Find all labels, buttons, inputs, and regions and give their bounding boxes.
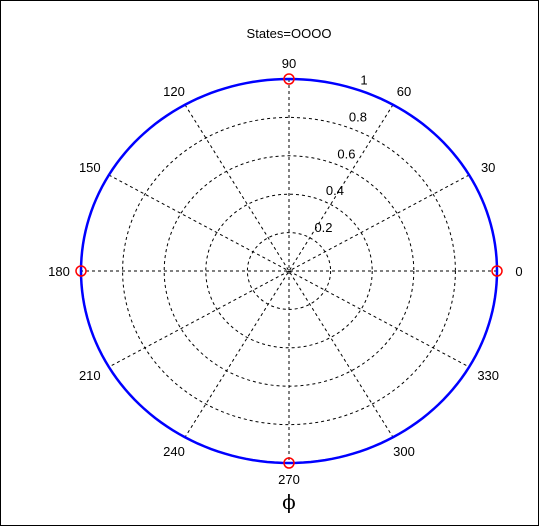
angle-tick-label: 240 (163, 444, 185, 459)
angle-tick-label: 0 (515, 264, 522, 279)
series-line-0 (79, 77, 499, 465)
grid-spoke-60 (184, 104, 394, 438)
radial-tick-label: 1 (360, 72, 367, 87)
angle-tick-label: 150 (79, 160, 101, 175)
angle-tick-label: 270 (278, 472, 300, 487)
angle-tick-label: 180 (48, 264, 70, 279)
radial-tick-label: 0.2 (314, 220, 332, 235)
angle-tick-label: 60 (397, 84, 411, 99)
grid-spoke-150 (108, 174, 470, 368)
grid-spoke-120 (184, 104, 394, 438)
radial-tick-label: 0.8 (349, 109, 367, 124)
angle-tick-label: 330 (477, 368, 499, 383)
angle-tick-label: 90 (282, 56, 296, 71)
angle-tick-label: 120 (163, 84, 185, 99)
radial-tick-label: 0.6 (337, 146, 355, 161)
data-marker-0 (491, 265, 503, 277)
grid-circle-3 (122, 116, 456, 426)
grid-circle-1 (205, 193, 373, 349)
data-marker-180 (75, 265, 87, 277)
x-axis-label: ϕ (282, 490, 296, 514)
data-marker-270 (283, 457, 295, 469)
chart-title: States=OOOO (247, 26, 332, 41)
angle-tick-label: 210 (79, 368, 101, 383)
angle-tick-label: 30 (481, 160, 495, 175)
data-marker-90 (283, 73, 295, 85)
radial-tick-label: 0.4 (326, 183, 344, 198)
angle-tick-label: 300 (393, 444, 415, 459)
